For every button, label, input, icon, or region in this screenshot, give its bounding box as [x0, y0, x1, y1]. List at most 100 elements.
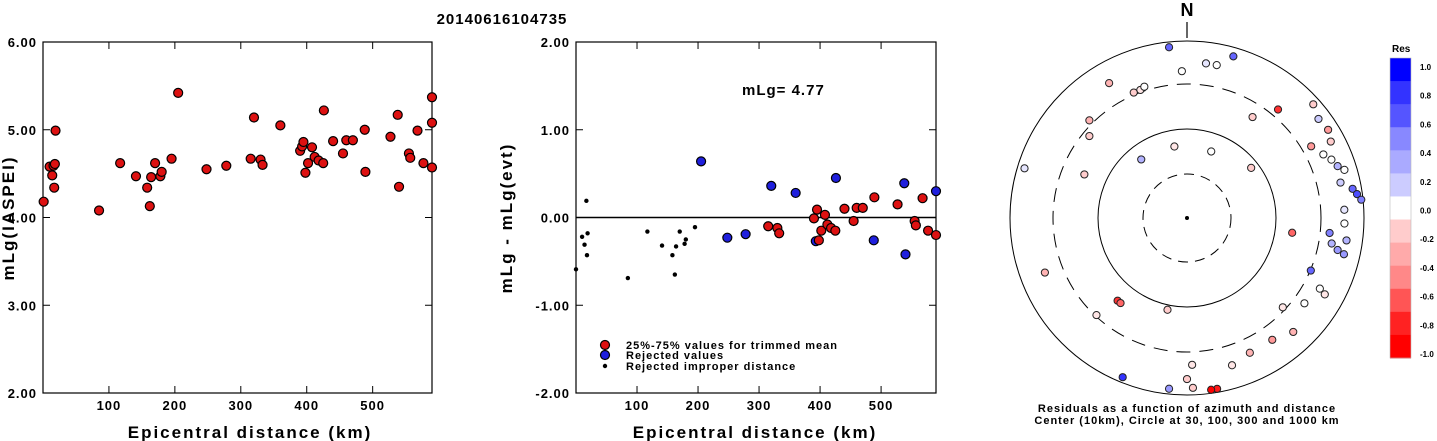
data-point — [173, 87, 184, 98]
x-tick-label: 400 — [294, 398, 319, 413]
colorbar-label: 0.8 — [1420, 92, 1432, 101]
accepted-point — [922, 225, 934, 236]
data-point — [300, 167, 311, 178]
data-point — [328, 136, 339, 147]
improper-point — [585, 231, 590, 236]
data-point — [302, 157, 314, 169]
data-point — [359, 124, 370, 135]
station-point — [1314, 114, 1323, 124]
station-point — [1333, 162, 1342, 171]
station-point — [1085, 131, 1094, 141]
circle-1000km — [1009, 40, 1365, 396]
improper-point — [677, 229, 682, 234]
residual-x-ticks: 100 200 300 400 500 — [625, 42, 894, 413]
station-point — [1340, 219, 1349, 228]
magnitude-x-axis-label: Epicentral distance (km) — [128, 423, 373, 441]
colorbar-label: 0.4 — [1420, 149, 1432, 158]
station-point — [1342, 236, 1351, 245]
data-point — [393, 181, 405, 192]
data-point — [130, 171, 142, 182]
accepted-point — [830, 225, 841, 236]
station-point — [1118, 373, 1127, 382]
colorbar-cell — [1390, 242, 1411, 267]
station-point — [1320, 290, 1329, 299]
station-point — [1248, 112, 1257, 122]
residual-y-axis-label: mLg - mLg(evt) — [497, 143, 516, 294]
data-point — [47, 170, 58, 181]
magnitude-panel: 2.00 3.00 4.00 5.00 6.00 100 200 300 400 500 mLg… — [0, 35, 438, 441]
data-point — [115, 157, 126, 169]
legend-label-improper: Rejected improper distance — [626, 361, 796, 373]
data-point — [156, 166, 167, 177]
accepted-point — [892, 199, 903, 210]
data-point — [166, 153, 177, 164]
improper-point — [673, 244, 679, 249]
magnitude-x-ticks: 100 200 300 400 500 — [97, 42, 384, 413]
station-point — [1182, 374, 1192, 384]
station-point — [1105, 79, 1114, 88]
station-point — [1188, 360, 1197, 369]
y-tick-label: 3.00 — [8, 298, 37, 313]
station-point — [1085, 116, 1094, 125]
station-point — [1268, 335, 1277, 344]
accepted-point — [808, 213, 820, 224]
improper-point — [579, 234, 585, 240]
x-tick-label: 100 — [625, 398, 650, 413]
data-point — [149, 157, 161, 169]
station-point — [1163, 305, 1172, 314]
station-point — [1188, 383, 1198, 392]
data-point — [146, 172, 157, 183]
accepted-point — [839, 203, 850, 214]
x-tick-label: 500 — [869, 398, 894, 413]
data-point — [347, 135, 358, 146]
accepted-point — [813, 235, 824, 246]
x-tick-label: 400 — [808, 398, 833, 413]
station-point — [1020, 164, 1029, 173]
data-point — [142, 182, 153, 193]
station-point — [1273, 105, 1283, 114]
improper-point — [659, 243, 665, 248]
station-point — [1137, 155, 1146, 164]
data-point — [426, 92, 438, 103]
colorbar-cell — [1390, 196, 1411, 221]
figure-title: 20140616104735 — [437, 11, 568, 28]
station-point — [1245, 348, 1254, 357]
colorbar-cell — [1390, 219, 1411, 244]
station-point — [1357, 195, 1366, 204]
residual-y-ticks: -2.00 -1.00 0.00 1.00 2.00 — [535, 35, 936, 401]
accepted-point — [816, 225, 827, 236]
y-tick-label: 1.00 — [541, 123, 570, 138]
station-point — [1092, 310, 1101, 320]
rejected-point — [830, 172, 842, 184]
residual-points — [573, 156, 942, 281]
station-point — [1207, 147, 1216, 156]
data-point — [144, 200, 155, 212]
station-point — [1278, 303, 1287, 312]
data-point — [426, 162, 438, 173]
magnitude-points — [38, 87, 438, 216]
station-point — [1340, 165, 1349, 174]
station-point — [1140, 82, 1149, 91]
colorbar-label: -0.2 — [1420, 235, 1434, 244]
data-point — [221, 160, 232, 171]
station-point — [1323, 125, 1333, 134]
improper-point — [584, 198, 589, 204]
station-point — [1207, 385, 1216, 394]
rejected-point — [868, 235, 879, 246]
rejected-point — [900, 249, 911, 260]
polar-caption-line1: Residuals as a function of azimuth and d… — [1038, 403, 1336, 415]
data-point — [306, 142, 318, 153]
colorbar-cell — [1390, 288, 1411, 313]
accepted-point — [930, 229, 942, 241]
circle-300km — [1052, 83, 1322, 353]
station-point — [1309, 100, 1318, 109]
data-point — [201, 164, 212, 175]
data-point — [337, 148, 349, 159]
improper-point — [645, 229, 650, 234]
legend-label-accepted: 25%-75% values for trimmed mean — [626, 340, 838, 352]
rejected-point — [790, 187, 801, 199]
circle-100km — [1097, 128, 1277, 308]
data-point — [49, 158, 60, 170]
colorbar-cell — [1390, 334, 1411, 359]
x-tick-label: 300 — [228, 398, 253, 413]
